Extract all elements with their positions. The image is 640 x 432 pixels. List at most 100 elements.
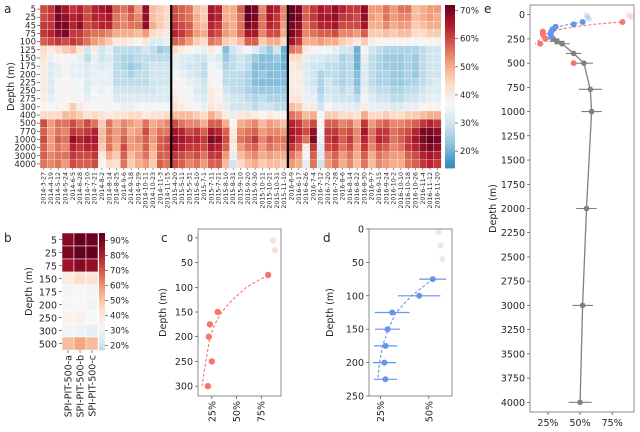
heatmap-cell xyxy=(346,45,354,55)
colorbar-segment xyxy=(99,299,105,302)
y-tick-label: 1500 xyxy=(501,156,525,167)
heatmap-cell xyxy=(39,127,48,136)
heatmap-cell xyxy=(112,94,121,104)
y-tick-label: 200 xyxy=(346,358,364,369)
heatmap-cell xyxy=(331,159,340,169)
heatmap-cell xyxy=(76,78,85,87)
heatmap-cell xyxy=(134,151,143,161)
heatmap-cell xyxy=(353,102,362,112)
y-tick-label: 400 xyxy=(20,111,36,121)
colorbar-segment xyxy=(99,236,105,240)
x-tick-label: 2015-6-10 xyxy=(194,172,201,205)
heatmap-cell xyxy=(141,118,150,128)
heatmap-cell xyxy=(309,37,318,47)
heatmap-cell xyxy=(61,323,75,338)
heatmap-cell xyxy=(265,29,274,39)
heatmap-cell xyxy=(178,61,187,71)
colorbar-segment xyxy=(99,326,105,329)
heatmap-cell xyxy=(61,297,75,312)
heatmap-cell xyxy=(185,37,194,47)
heatmap-cell xyxy=(367,143,376,153)
colorbar-segment xyxy=(99,272,105,275)
heatmap-cell xyxy=(112,70,121,79)
heatmap-cell xyxy=(120,135,128,145)
heatmap-cell xyxy=(426,127,435,136)
heatmap-cell xyxy=(338,78,347,87)
heatmap-cell xyxy=(382,94,391,104)
heatmap-cell xyxy=(273,110,282,120)
heatmap-cell xyxy=(404,118,413,128)
heatmap-cell xyxy=(229,151,238,161)
heatmap-cell xyxy=(397,78,406,87)
heatmap-cell xyxy=(324,12,333,22)
x-tick-label: 2016-7-20 xyxy=(325,172,332,205)
heatmap-cell xyxy=(389,4,398,14)
heatmap-cell xyxy=(426,29,435,39)
heatmap-cell xyxy=(98,4,107,14)
heatmap-cell xyxy=(54,94,63,104)
x-tick-label: SPI-PIT-500-b xyxy=(76,355,87,417)
heatmap-cell xyxy=(324,21,333,30)
heatmap-cell xyxy=(61,159,70,169)
heatmap-cell xyxy=(251,53,260,63)
heatmap-cell xyxy=(156,78,165,87)
heatmap-cell xyxy=(156,143,165,153)
heatmap-cell xyxy=(375,135,384,145)
data-point xyxy=(583,205,590,212)
heatmap-cell xyxy=(338,127,347,136)
x-tick-label: 2016-8-14 xyxy=(347,172,354,205)
colorbar-segment xyxy=(445,67,455,71)
heatmap-cell xyxy=(243,12,252,22)
x-tick-label: 50% xyxy=(232,401,243,422)
heatmap-cell xyxy=(418,127,427,136)
heatmap-cell xyxy=(295,159,303,169)
heatmap-cell xyxy=(68,29,77,39)
heatmap-cell xyxy=(222,135,231,145)
heatmap-cell xyxy=(214,53,223,63)
heatmap-cell xyxy=(418,94,427,104)
heatmap-cell xyxy=(222,159,231,169)
y-axis-label: Depth (m) xyxy=(488,184,499,233)
heatmap-cell xyxy=(98,143,107,153)
heatmap-cell xyxy=(367,70,376,79)
heatmap-cell xyxy=(265,21,274,30)
x-tick-label: 2016-7-4 xyxy=(310,172,317,201)
colorbar-segment xyxy=(445,143,455,147)
heatmap-cell xyxy=(54,102,63,112)
heatmap-panel-a: 5254575100125150175200225250275300400500… xyxy=(6,4,479,209)
heatmap-cell xyxy=(185,21,194,30)
heatmap-cell xyxy=(178,102,187,112)
heatmap-cell xyxy=(346,4,354,14)
heatmap-cell xyxy=(265,94,274,104)
heatmap-cell xyxy=(273,37,282,47)
heatmap-cell xyxy=(47,159,56,169)
heatmap-cell xyxy=(316,127,325,136)
heatmap-cell xyxy=(185,4,194,14)
heatmap-cell xyxy=(338,159,347,169)
heatmap-cell xyxy=(426,12,435,22)
heatmap-cell xyxy=(389,86,398,96)
colorbar-segment xyxy=(99,303,105,306)
data-point xyxy=(384,326,391,333)
heatmap-cell xyxy=(171,159,180,169)
heatmap-cell xyxy=(68,86,77,96)
heatmap-cell xyxy=(353,12,362,22)
heatmap-cell xyxy=(156,12,165,22)
heatmap-cell xyxy=(141,159,150,169)
heatmap-cell xyxy=(127,53,136,63)
heatmap-cell xyxy=(265,37,274,47)
y-tick-label: 250 xyxy=(346,392,364,403)
x-tick-label: 2016-7-12 xyxy=(318,172,325,205)
heatmap-cell xyxy=(214,78,223,87)
heatmap-cell xyxy=(258,118,267,128)
heatmap-cell xyxy=(134,143,143,153)
heatmap-cell xyxy=(389,143,398,153)
heatmap-cell xyxy=(273,135,282,145)
heatmap-cell xyxy=(273,53,282,63)
heatmap-cell xyxy=(295,70,303,79)
y-tick-label: 100 xyxy=(346,291,364,302)
heatmap-cell xyxy=(316,12,325,22)
heatmap-cell xyxy=(141,12,150,22)
heatmap-cell xyxy=(76,135,85,145)
heatmap-cell xyxy=(76,151,85,161)
